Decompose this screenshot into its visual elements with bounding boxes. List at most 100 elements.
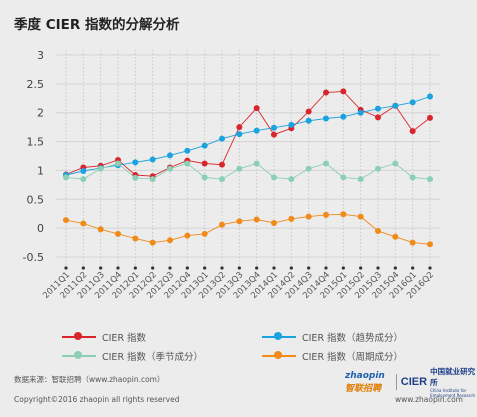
legend-item-cier: CIER 指数 — [62, 330, 146, 344]
x-tick-mark — [185, 266, 189, 270]
x-tick-mark — [272, 266, 276, 270]
x-tick-mark — [133, 266, 137, 270]
series-3-point — [167, 237, 173, 244]
series-0-point — [236, 124, 243, 131]
series-1-point — [219, 135, 225, 142]
legend-swatch-trend — [262, 330, 296, 344]
series-3-point — [184, 232, 191, 239]
series-2-point — [115, 160, 121, 167]
x-tick-mark — [411, 266, 415, 270]
x-tick-mark — [393, 266, 397, 270]
series-2-point — [184, 160, 191, 167]
series-2-point — [132, 174, 139, 181]
series-1-point — [149, 156, 156, 163]
site-url[interactable]: www.zhaopin.com — [395, 395, 463, 404]
series-2-point — [271, 174, 277, 181]
series-2-point — [253, 160, 260, 167]
series-2-point — [305, 165, 312, 172]
copyright: Copyright©2016 zhaopin all rights reserv… — [14, 395, 180, 404]
legend-item-trend: CIER 指数（趋势成分） — [262, 330, 403, 344]
legend-label-seasonal: CIER 指数（季节成分） — [102, 352, 204, 363]
series-2-point — [80, 176, 87, 183]
y-tick-label: -0.5 — [23, 251, 44, 264]
y-tick-label: 2 — [37, 107, 44, 120]
series-3-point — [271, 219, 277, 226]
series-1-point — [288, 121, 295, 128]
series-0-point — [219, 161, 225, 168]
series-1-point — [132, 159, 139, 166]
y-tick-label: 3 — [37, 49, 44, 62]
series-0-point — [375, 114, 381, 121]
x-tick-mark — [341, 266, 345, 270]
series-1-point — [201, 142, 208, 149]
series-3-point — [236, 218, 243, 225]
series-1-point — [409, 99, 416, 106]
y-tick-label: 0 — [37, 222, 44, 235]
legend-label-cier: CIER 指数 — [102, 333, 147, 344]
series-1-point — [340, 113, 347, 120]
series-line-2 — [65, 162, 431, 180]
series-1-point — [427, 93, 433, 100]
series-3-point — [340, 211, 347, 218]
series-0-point — [305, 108, 312, 115]
series-3-point — [132, 235, 139, 242]
series-1-point — [80, 168, 87, 175]
series-3-point — [288, 215, 295, 222]
series-1-point — [184, 147, 191, 154]
series-3-point — [80, 220, 87, 227]
series-1-point — [323, 115, 329, 122]
legend-label-trend: CIER 指数（趋势成分） — [302, 333, 404, 344]
x-tick-mark — [376, 266, 380, 270]
legend-item-cycle: CIER 指数（周期成分） — [262, 349, 403, 363]
series-3-point — [409, 239, 416, 246]
series-line-3 — [65, 213, 431, 245]
series-3-point — [392, 233, 399, 240]
series-2-point — [97, 165, 104, 172]
series-1-point — [236, 131, 243, 138]
series-0-point — [201, 160, 208, 167]
series-0-point — [323, 89, 329, 96]
y-tick-label: 1 — [37, 164, 44, 177]
x-tick-mark — [255, 266, 259, 270]
series-3-point — [253, 216, 260, 223]
series-1-point — [392, 102, 399, 109]
series-2-point — [167, 165, 173, 172]
cier-logo: CIER — [400, 376, 428, 388]
legend-swatch-cycle — [262, 349, 296, 363]
series-2-point — [236, 165, 243, 172]
y-tick-label: 1.5 — [27, 136, 45, 149]
series-1-point — [357, 109, 364, 116]
series-3-point — [323, 211, 329, 218]
series-2-point — [323, 160, 329, 167]
chart-title: 季度 CIER 指数的分解分析 — [14, 17, 180, 33]
series-0-point — [340, 88, 347, 95]
series-1-point — [167, 152, 173, 159]
legend-item-seasonal: CIER 指数（季节成分） — [62, 349, 203, 363]
series-2-point — [427, 176, 433, 183]
logo-divider — [396, 374, 397, 390]
legend-swatch-seasonal — [62, 349, 96, 363]
x-tick-mark — [99, 266, 103, 270]
x-tick-mark — [64, 266, 68, 270]
series-2-point — [201, 174, 208, 181]
series-2-point — [392, 160, 399, 167]
series-3-point — [305, 213, 312, 220]
series-0-point — [427, 114, 433, 121]
series-2-point — [219, 176, 225, 183]
series-2-point — [340, 174, 347, 181]
x-tick-mark — [307, 266, 311, 270]
series-3-point — [115, 230, 121, 237]
x-tick-mark — [168, 266, 172, 270]
series-1-point — [253, 127, 260, 134]
series-1-point — [305, 117, 312, 124]
series-3-point — [201, 230, 208, 237]
series-3-point — [375, 228, 381, 235]
series-0-point — [253, 105, 260, 112]
series-3-point — [357, 213, 364, 220]
x-tick-mark — [237, 266, 241, 270]
legend-swatch-cier — [62, 330, 96, 344]
series-line-0 — [65, 90, 431, 177]
series-1-point — [271, 124, 277, 131]
logos: zhaopin智联招聘 CIER 中国就业研究所 China Institute… — [345, 366, 477, 398]
